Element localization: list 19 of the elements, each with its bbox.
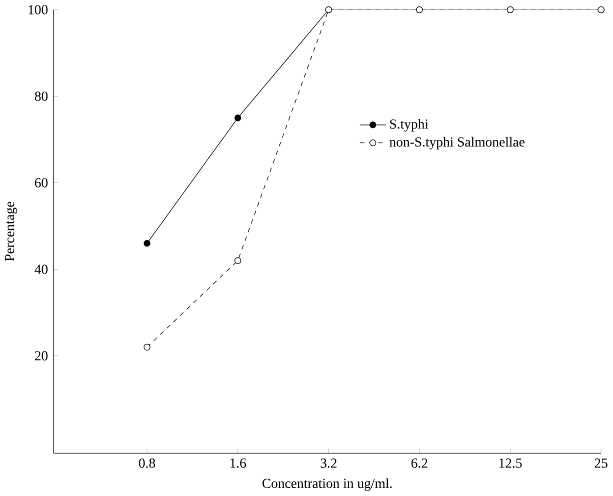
point [144, 240, 150, 247]
point [234, 257, 242, 264]
y-tick-label: 80 [34, 92, 48, 101]
y-axis-title: Percentage [5, 202, 18, 262]
x-tick-label: 3.2 [320, 458, 336, 468]
x-tick-label: 0.8 [138, 458, 156, 468]
x-axis-title: Concentration in ug/ml. [262, 478, 392, 491]
y-tick-label: 100 [28, 5, 48, 14]
point [234, 114, 242, 122]
point [144, 344, 150, 351]
x-tick-label: 25 [594, 458, 608, 468]
legend-label: S.typhi [390, 119, 428, 132]
x-tick-label: 12.5 [499, 458, 522, 468]
y-tick-label: 40 [34, 264, 48, 274]
x-tick-label: 1.6 [230, 458, 246, 468]
legend-label: non-S.typhi Salmonellae [390, 136, 524, 150]
x-tick-label: 6.2 [411, 458, 428, 468]
y-tick-label: 20 [34, 351, 48, 360]
y-tick-label: 60 [34, 178, 48, 188]
